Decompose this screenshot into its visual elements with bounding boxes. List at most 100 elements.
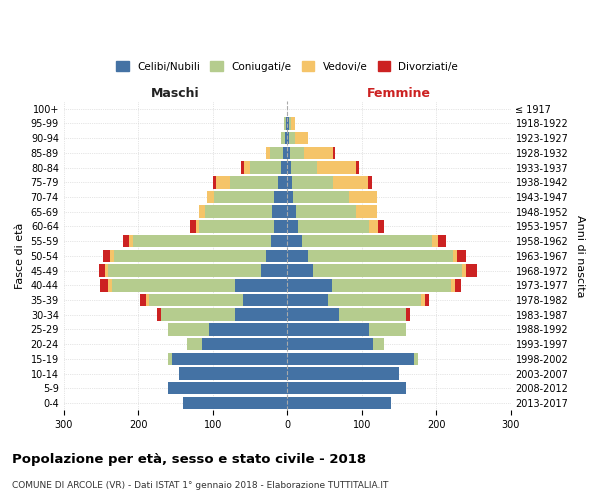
Bar	[283, 146, 287, 159]
Bar	[439, 235, 446, 248]
Bar	[172, 352, 287, 365]
Bar	[340, 308, 406, 321]
Bar	[287, 396, 391, 409]
Bar	[270, 146, 283, 159]
Bar	[425, 294, 428, 306]
Bar	[202, 338, 287, 350]
Bar	[250, 162, 281, 174]
Bar	[332, 279, 451, 291]
Bar	[313, 264, 462, 277]
Bar	[378, 220, 384, 232]
Bar	[284, 117, 286, 130]
Bar	[406, 308, 410, 321]
Bar	[244, 162, 250, 174]
Bar	[287, 279, 332, 291]
Bar	[287, 206, 296, 218]
Bar	[287, 235, 302, 248]
Bar	[274, 190, 287, 203]
Bar	[289, 132, 295, 144]
Bar	[196, 220, 199, 232]
Y-axis label: Anni di nascita: Anni di nascita	[575, 214, 585, 297]
Bar	[168, 323, 209, 336]
Bar	[187, 338, 202, 350]
Bar	[466, 264, 477, 277]
Bar	[453, 250, 457, 262]
Bar	[328, 294, 421, 306]
Bar	[368, 176, 372, 188]
Bar	[274, 220, 287, 232]
Bar	[105, 264, 109, 277]
Bar	[296, 206, 356, 218]
Bar	[291, 162, 317, 174]
Bar	[179, 368, 287, 380]
Bar	[287, 162, 291, 174]
Bar	[266, 146, 270, 159]
Bar	[242, 294, 287, 306]
Text: Femmine: Femmine	[367, 87, 431, 100]
Bar	[298, 220, 369, 232]
Bar	[287, 176, 292, 188]
Bar	[286, 117, 287, 130]
Bar	[334, 146, 335, 159]
Bar	[287, 250, 308, 262]
Bar	[414, 352, 418, 365]
Bar	[278, 176, 287, 188]
Bar	[290, 146, 304, 159]
Bar	[369, 323, 406, 336]
Bar	[287, 294, 328, 306]
Bar	[308, 250, 453, 262]
Legend: Celibi/Nubili, Coniugati/e, Vedovi/e, Divorziati/e: Celibi/Nubili, Coniugati/e, Vedovi/e, Di…	[112, 57, 463, 76]
Bar	[302, 235, 433, 248]
Bar	[272, 206, 287, 218]
Text: Popolazione per età, sesso e stato civile - 2018: Popolazione per età, sesso e stato civil…	[12, 452, 366, 466]
Bar	[317, 162, 356, 174]
Bar	[287, 132, 289, 144]
Bar	[214, 176, 217, 188]
Bar	[113, 250, 266, 262]
Bar	[281, 162, 287, 174]
Bar	[214, 190, 274, 203]
Bar	[287, 264, 313, 277]
Bar	[433, 235, 439, 248]
Bar	[168, 382, 287, 394]
Bar	[455, 279, 461, 291]
Bar	[295, 132, 308, 144]
Bar	[149, 294, 242, 306]
Bar	[287, 382, 406, 394]
Bar	[99, 264, 105, 277]
Y-axis label: Fasce di età: Fasce di età	[15, 222, 25, 289]
Bar	[205, 206, 272, 218]
Bar	[207, 190, 214, 203]
Bar	[287, 190, 293, 203]
Bar	[462, 264, 466, 277]
Bar	[287, 368, 399, 380]
Bar	[292, 176, 332, 188]
Bar	[287, 352, 414, 365]
Bar	[287, 323, 369, 336]
Bar	[190, 220, 196, 232]
Bar	[235, 279, 287, 291]
Bar	[183, 396, 287, 409]
Bar	[103, 250, 110, 262]
Bar	[285, 132, 287, 144]
Bar	[168, 352, 172, 365]
Bar	[130, 235, 133, 248]
Bar	[112, 279, 235, 291]
Bar	[209, 323, 287, 336]
Bar	[289, 117, 291, 130]
Bar	[110, 250, 113, 262]
Bar	[140, 294, 146, 306]
Bar	[304, 146, 334, 159]
Bar	[199, 220, 274, 232]
Bar	[369, 220, 378, 232]
Bar	[451, 279, 455, 291]
Bar	[332, 176, 368, 188]
Bar	[271, 235, 287, 248]
Bar	[356, 162, 359, 174]
Bar	[373, 338, 384, 350]
Bar	[146, 294, 149, 306]
Bar	[421, 294, 425, 306]
Bar	[287, 146, 290, 159]
Bar	[241, 162, 244, 174]
Bar	[133, 235, 271, 248]
